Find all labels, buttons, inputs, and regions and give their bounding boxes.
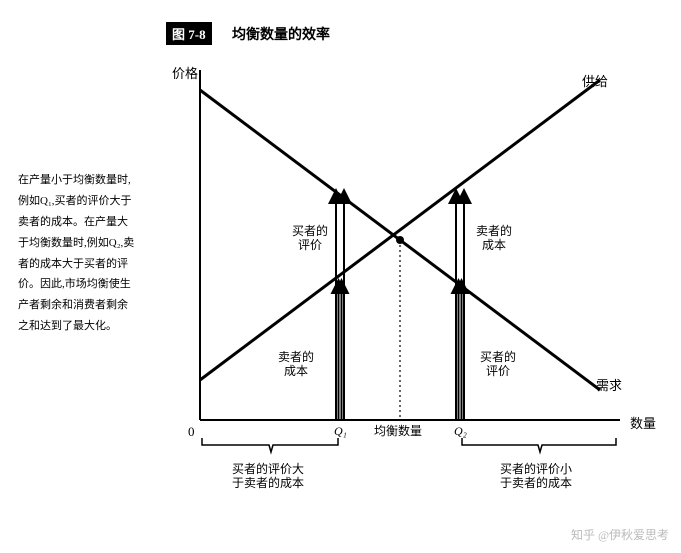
supply-label: 供给 [582,74,608,90]
equilibrium-chart [160,40,640,510]
x-axis-label: 数量 [630,416,656,432]
equilibrium-label: 均衡数量 [374,424,422,438]
y-axis-label: 价格 [172,66,198,82]
origin-label: 0 [188,424,195,440]
q2-arrows [456,196,464,420]
q2-brace [462,438,616,452]
q2-label: Q₂ [454,424,467,438]
q1-brace [202,438,338,452]
q2-bottom-label: 买者的评价小 于卖者的成本 [500,462,572,491]
q2-buyer-label: 买者的 评价 [480,350,516,379]
q2-seller-label: 卖者的 成本 [476,224,512,253]
q1-bottom-label: 买者的评价大 于卖者的成本 [232,462,304,491]
q1-label: Q₁ [334,424,347,438]
watermark: 知乎 @伊秋爱思考 [571,526,669,543]
q1-arrows [336,196,344,420]
q1-seller-label: 卖者的 成本 [278,350,314,379]
q1-buyer-label: 买者的 评价 [292,224,328,253]
axes [200,70,620,420]
side-caption: 在产量小于均衡数量时,例如Q₁,买者的评价大于卖者的成本。在产量大于均衡数量时,… [18,170,138,337]
demand-label: 需求 [596,378,622,394]
